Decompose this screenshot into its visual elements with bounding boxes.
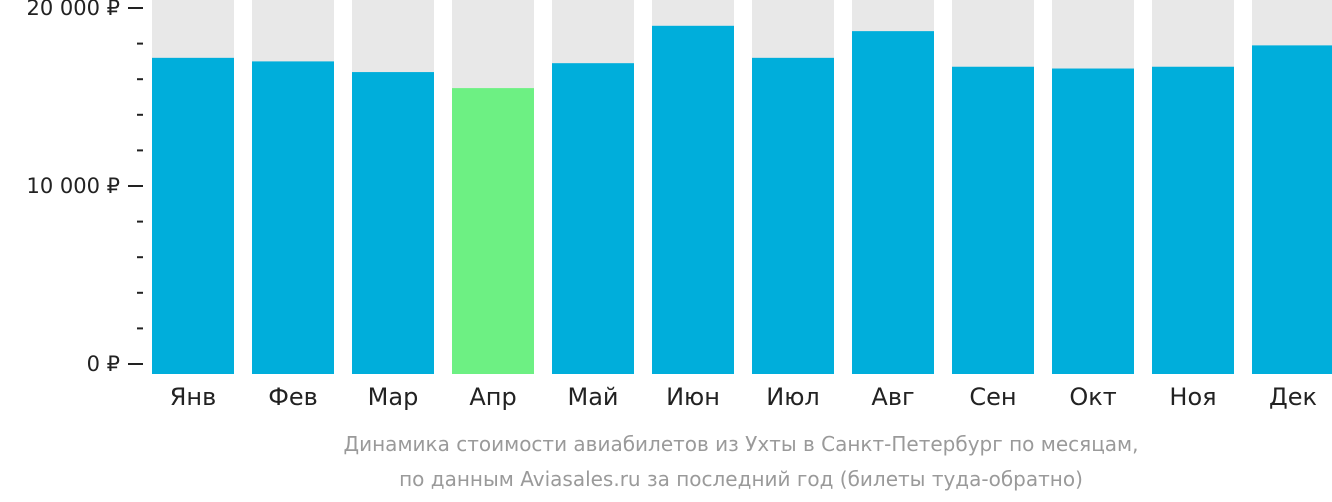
x-tick-label: Июл <box>766 383 820 411</box>
y-tick-label: 10 000 ₽ <box>26 174 120 198</box>
bar-10[interactable] <box>1052 68 1134 375</box>
x-tick-label: Июн <box>666 383 720 411</box>
x-tick-label: Янв <box>170 383 217 411</box>
y-tick-label: 0 ₽ <box>87 352 120 376</box>
bar-2[interactable] <box>252 61 334 375</box>
data-bars <box>152 25 1332 375</box>
chart-caption-line-2: по данным Aviasales.ru за последний год … <box>399 467 1083 491</box>
y-tick-label: 20 000 ₽ <box>26 0 120 20</box>
bar-9[interactable] <box>952 66 1034 375</box>
bar-8[interactable] <box>852 31 934 374</box>
bar-12[interactable] <box>1252 45 1332 374</box>
chart-caption-line-1: Динамика стоимости авиабилетов из Ухты в… <box>343 432 1138 456</box>
bar-11[interactable] <box>1152 66 1234 375</box>
x-tick-label: Авг <box>871 383 914 411</box>
y-axis: 0 ₽ 10 000 ₽ 20 000 ₽ <box>26 0 143 376</box>
x-tick-label: Дек <box>1269 383 1317 411</box>
bar-6[interactable] <box>652 25 734 375</box>
x-tick-label: Фев <box>268 383 318 411</box>
bar-5[interactable] <box>552 63 634 375</box>
bar-1[interactable] <box>152 57 234 375</box>
bar-7[interactable] <box>752 57 834 375</box>
bar-4[interactable] <box>452 88 534 374</box>
x-tick-label: Ноя <box>1169 383 1216 411</box>
x-tick-label: Мар <box>368 383 419 411</box>
x-tick-label: Май <box>567 383 618 411</box>
x-tick-label: Сен <box>969 383 1016 411</box>
bar-3[interactable] <box>352 72 434 374</box>
x-tick-label: Окт <box>1069 383 1116 411</box>
x-axis-labels: Янв Фев Мар Апр Май Июн Июл Авг Сен Окт Ноя Дек <box>170 383 1317 411</box>
x-tick-label: Апр <box>469 383 516 411</box>
